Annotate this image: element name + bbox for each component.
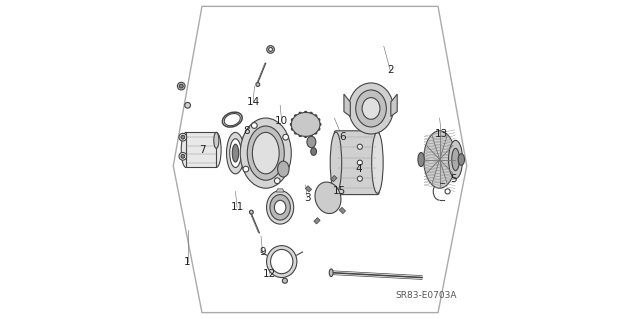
Circle shape — [357, 176, 362, 181]
Ellipse shape — [247, 126, 284, 180]
Ellipse shape — [230, 139, 241, 167]
Ellipse shape — [214, 132, 219, 148]
Bar — [339, 207, 346, 214]
Text: 2: 2 — [387, 65, 394, 75]
Circle shape — [310, 112, 312, 115]
Circle shape — [275, 178, 280, 184]
Ellipse shape — [270, 195, 291, 220]
Ellipse shape — [372, 132, 383, 193]
Ellipse shape — [267, 246, 297, 278]
Circle shape — [252, 122, 257, 128]
Ellipse shape — [319, 186, 337, 210]
Polygon shape — [391, 94, 397, 116]
Text: 9: 9 — [259, 247, 266, 257]
Bar — [314, 218, 320, 224]
Ellipse shape — [291, 113, 320, 137]
Circle shape — [357, 160, 362, 165]
Ellipse shape — [282, 278, 287, 283]
Circle shape — [291, 119, 294, 121]
Ellipse shape — [278, 161, 289, 177]
Ellipse shape — [275, 200, 286, 214]
Ellipse shape — [311, 148, 317, 155]
Ellipse shape — [227, 132, 244, 174]
Circle shape — [317, 128, 320, 130]
Polygon shape — [186, 132, 216, 167]
Polygon shape — [344, 94, 350, 116]
Ellipse shape — [315, 182, 341, 213]
Circle shape — [291, 123, 293, 126]
Text: 7: 7 — [198, 145, 205, 155]
Circle shape — [310, 134, 312, 137]
Text: 14: 14 — [246, 97, 260, 107]
Circle shape — [291, 128, 294, 130]
Circle shape — [319, 123, 321, 126]
Ellipse shape — [267, 191, 294, 224]
Text: 12: 12 — [262, 269, 276, 279]
Ellipse shape — [349, 83, 394, 134]
Ellipse shape — [250, 210, 253, 214]
Text: 3: 3 — [304, 193, 310, 203]
Circle shape — [357, 144, 362, 149]
Circle shape — [181, 135, 185, 139]
Circle shape — [269, 48, 273, 51]
Circle shape — [283, 134, 289, 140]
Circle shape — [181, 154, 185, 158]
Text: 6: 6 — [339, 132, 346, 142]
Circle shape — [445, 189, 450, 194]
Ellipse shape — [449, 140, 463, 179]
Text: 8: 8 — [243, 126, 250, 136]
Circle shape — [177, 82, 185, 90]
Text: 11: 11 — [230, 202, 244, 212]
Circle shape — [305, 135, 307, 137]
Ellipse shape — [418, 152, 424, 167]
Circle shape — [294, 115, 297, 117]
Bar — [305, 186, 312, 192]
Ellipse shape — [181, 132, 191, 167]
Circle shape — [299, 112, 301, 115]
Ellipse shape — [356, 90, 387, 127]
Text: 5: 5 — [451, 174, 458, 184]
Ellipse shape — [452, 148, 460, 171]
Text: 15: 15 — [333, 186, 346, 197]
Circle shape — [179, 84, 183, 88]
Ellipse shape — [252, 132, 279, 174]
Ellipse shape — [329, 269, 333, 277]
Text: 4: 4 — [355, 164, 362, 174]
Circle shape — [314, 115, 317, 117]
Ellipse shape — [294, 115, 317, 134]
Ellipse shape — [212, 132, 221, 167]
Text: 1: 1 — [184, 256, 191, 267]
Bar — [331, 175, 337, 182]
Text: 13: 13 — [435, 129, 448, 139]
Circle shape — [179, 133, 187, 141]
Ellipse shape — [458, 154, 465, 165]
FancyBboxPatch shape — [334, 131, 379, 195]
Circle shape — [299, 134, 301, 137]
Text: SR83-E0703A: SR83-E0703A — [396, 291, 457, 300]
Ellipse shape — [424, 131, 456, 188]
Ellipse shape — [240, 118, 291, 188]
Circle shape — [314, 131, 317, 134]
Circle shape — [294, 131, 297, 134]
Circle shape — [179, 152, 187, 160]
Circle shape — [317, 119, 320, 121]
Circle shape — [267, 46, 275, 53]
Ellipse shape — [362, 98, 380, 119]
Ellipse shape — [330, 132, 342, 193]
Circle shape — [305, 111, 307, 114]
Polygon shape — [276, 189, 284, 192]
Ellipse shape — [232, 144, 239, 162]
Text: 10: 10 — [275, 116, 288, 126]
Ellipse shape — [271, 249, 293, 274]
Ellipse shape — [307, 136, 316, 148]
Circle shape — [185, 102, 191, 108]
Ellipse shape — [256, 83, 260, 86]
Circle shape — [243, 166, 249, 172]
